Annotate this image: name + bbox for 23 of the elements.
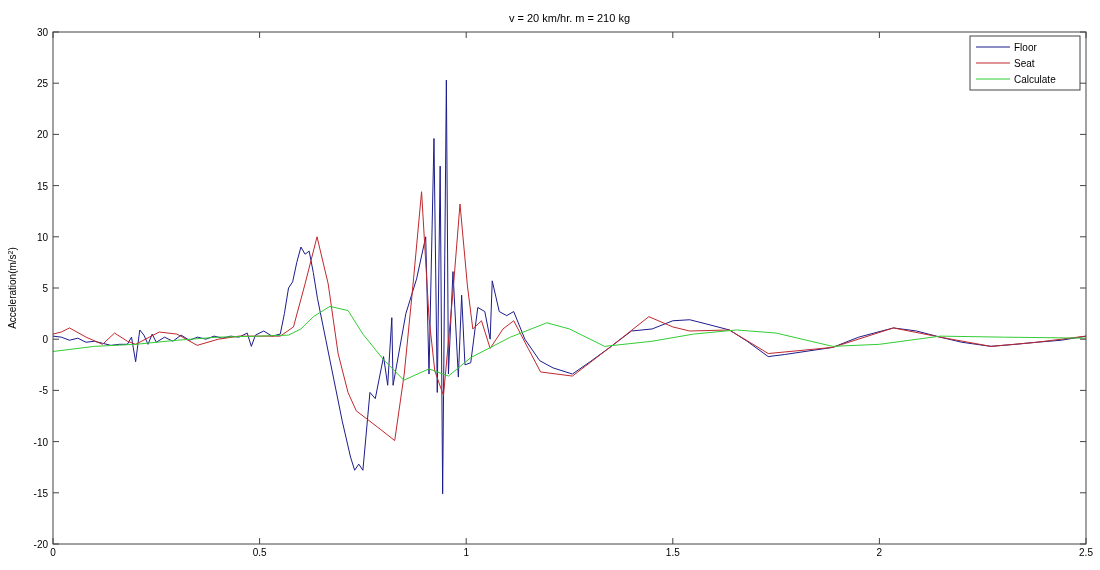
y-tick-label: 0 (42, 334, 49, 346)
x-tick-label: 1.5 (665, 547, 681, 558)
x-tick-label: 2 (876, 547, 883, 558)
line-series (52, 191, 1087, 442)
y-tick-label: -10 (33, 436, 49, 448)
y-tick-label: 15 (36, 180, 49, 192)
x-tick-label: 0.5 (252, 547, 267, 558)
y-tick-label: -15 (33, 487, 49, 499)
legend-label: Seat (1014, 58, 1035, 69)
y-tick-label: 25 (36, 78, 49, 90)
legend-label: Floor (1014, 42, 1038, 53)
x-tick-label: 1 (463, 547, 470, 558)
y-tick-label: 30 (36, 27, 49, 38)
y-tick-label: 10 (36, 231, 49, 243)
y-tick-label: -5 (39, 385, 49, 397)
y-tick-label: -20 (33, 539, 49, 550)
chart-title: v = 20 km/hr. m = 210 kg (508, 12, 631, 24)
x-tick-label: 0 (50, 547, 57, 558)
x-tick-label: 2.5 (1079, 547, 1094, 558)
y-tick-label: 5 (42, 283, 49, 294)
legend-label: Calculate (1014, 74, 1057, 85)
line-series (52, 305, 1087, 381)
y-tick-label: 20 (36, 129, 49, 141)
